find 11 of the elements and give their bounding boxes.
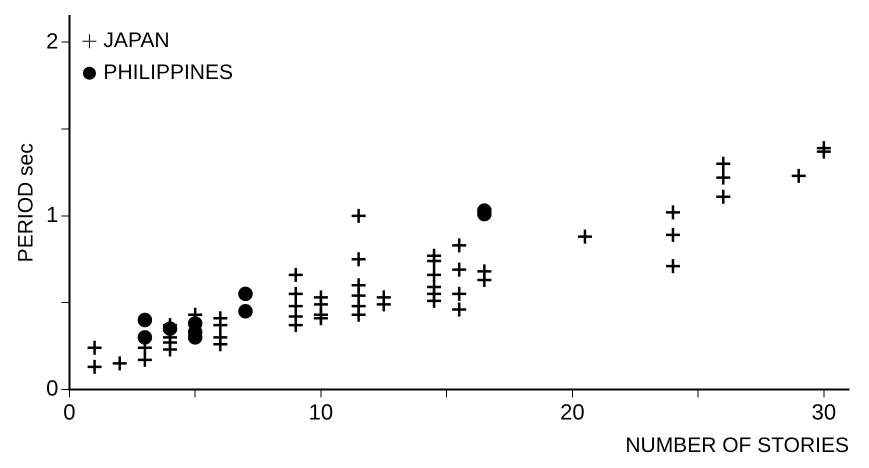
legend-label: PHILIPPINES	[103, 60, 233, 84]
y-tick-label: 1	[46, 202, 58, 227]
legend-label: JAPAN	[103, 28, 170, 52]
x-tick-label: 20	[560, 400, 585, 425]
y-tick-label: 2	[46, 28, 58, 54]
y-axis-title: PERIOD sec	[14, 143, 38, 262]
x-tick-label: 30	[812, 400, 836, 425]
x-tick-label: 10	[308, 400, 334, 425]
y-tick-label: 0	[46, 375, 58, 400]
x-tick-label: 0	[63, 400, 76, 425]
x-axis-title: NUMBER OF STORIES	[625, 434, 849, 458]
